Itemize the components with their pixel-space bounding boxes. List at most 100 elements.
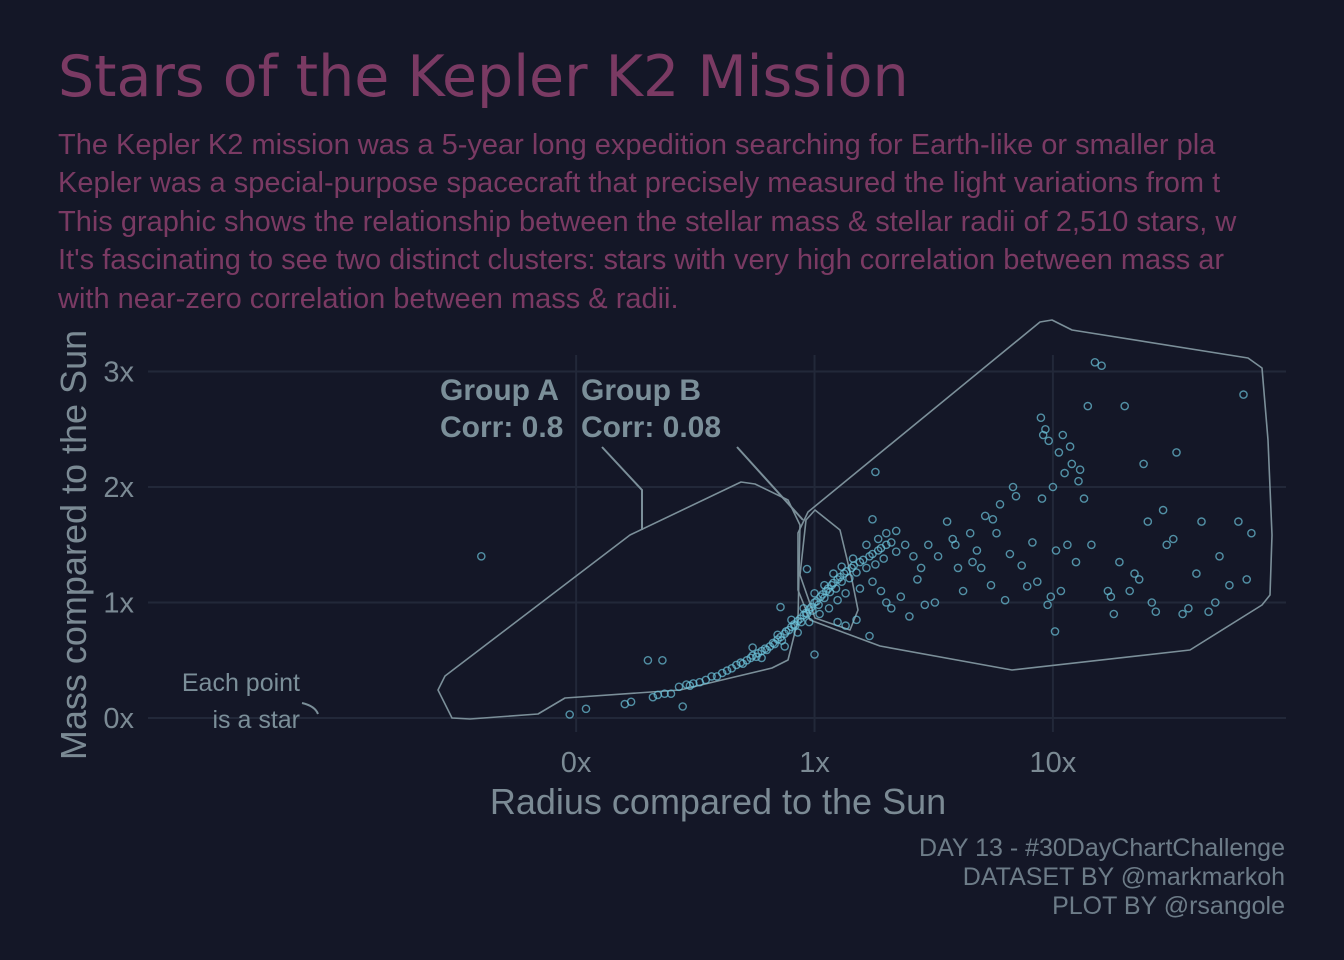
caption-line: PLOT BY @rsangole <box>1052 892 1285 920</box>
group-b-label: Group B <box>581 374 701 407</box>
star-point <box>868 515 877 524</box>
star-point <box>799 604 808 613</box>
star-point <box>891 526 901 536</box>
subtitle-line: Kepler was a special-purpose spacecraft … <box>58 167 1221 200</box>
star-point <box>905 612 914 621</box>
x-tick-label: 10x <box>1030 747 1077 779</box>
star-point <box>942 517 952 526</box>
star-point <box>909 552 918 561</box>
group-a-label: Group A <box>440 374 559 407</box>
star-point <box>1028 538 1037 547</box>
star-point <box>862 563 871 573</box>
star-point <box>900 540 910 550</box>
star-point <box>848 554 858 563</box>
x-axis-ticks: 0x 1x 10x <box>561 747 1077 779</box>
point-note-arrow <box>301 702 319 715</box>
star-point <box>780 642 790 651</box>
star-point <box>1178 609 1187 619</box>
star-point <box>1008 482 1018 492</box>
star-point <box>1036 413 1046 423</box>
star-point <box>748 651 757 660</box>
star-point <box>712 672 722 681</box>
star-point <box>1239 390 1248 399</box>
chart-subtitle: The Kepler K2 mission was a 5-year long … <box>58 126 1344 318</box>
star-point <box>707 672 716 681</box>
star-point <box>1204 607 1213 617</box>
star-point <box>871 560 880 569</box>
star-point <box>1106 592 1116 602</box>
star-point <box>879 554 889 563</box>
y-tick-label: 2x <box>103 472 134 504</box>
star-point <box>958 586 968 596</box>
star-point <box>887 538 896 547</box>
point-note-line2: is a star <box>212 706 300 734</box>
star-point <box>1005 549 1015 559</box>
star-point <box>810 589 819 598</box>
star-point <box>1000 595 1010 605</box>
star-point <box>1022 582 1032 591</box>
star-point <box>833 617 842 627</box>
star-point <box>980 511 990 521</box>
star-point <box>1054 448 1064 457</box>
star-point <box>1090 357 1100 367</box>
star-point <box>891 547 901 557</box>
star-point <box>833 595 842 605</box>
star-point <box>1079 494 1089 503</box>
star-point <box>951 540 960 550</box>
star-point <box>855 584 865 593</box>
group-b-hull <box>797 319 1273 671</box>
star-point <box>988 515 998 524</box>
star-point <box>757 653 766 663</box>
star-point <box>1234 517 1243 526</box>
star-point <box>814 600 823 610</box>
star-point <box>822 586 831 596</box>
star-point <box>882 528 891 538</box>
star-point <box>852 615 861 625</box>
star-point <box>972 546 982 555</box>
star-point <box>837 577 847 587</box>
star-point <box>1075 465 1085 475</box>
star-point <box>852 568 861 577</box>
star-point <box>871 467 880 477</box>
star-point <box>773 630 782 640</box>
y-tick-label: 1x <box>103 588 134 620</box>
y-tick-label: 3x <box>103 357 134 389</box>
star-point <box>1044 436 1053 446</box>
group-a-leader <box>601 446 643 530</box>
star-point <box>1060 468 1069 478</box>
star-point <box>873 534 883 544</box>
star-point <box>862 540 871 550</box>
star-point <box>829 569 838 578</box>
star-point <box>992 528 1001 538</box>
star-point <box>1038 430 1048 440</box>
star-point <box>748 643 757 652</box>
caption: DAY 13 - #30DayChartChallenge DATASET BY… <box>919 834 1285 921</box>
star-point <box>746 653 756 663</box>
star-point <box>876 586 886 596</box>
star-point <box>887 604 896 613</box>
star-point <box>1067 459 1077 469</box>
star-point <box>1192 569 1201 578</box>
star-point <box>476 552 486 561</box>
star-point <box>808 606 817 615</box>
star-point <box>1017 561 1027 570</box>
star-point <box>986 580 996 590</box>
x-axis-title: Radius compared to the Sun <box>490 781 946 822</box>
star-point <box>1134 575 1144 584</box>
star-point <box>1097 361 1106 371</box>
group-b-leader <box>736 446 804 521</box>
star-point <box>802 564 812 574</box>
star-point <box>760 644 770 654</box>
star-point <box>1083 401 1093 411</box>
star-point <box>933 552 943 561</box>
group-a-corr: Corr: 0.8 <box>440 411 563 444</box>
star-point <box>841 589 850 598</box>
subtitle-line: The Kepler K2 mission was a 5-year long … <box>58 129 1216 161</box>
star-point <box>1242 575 1251 584</box>
chart-title: Stars of the Kepler K2 Mission <box>58 44 909 110</box>
caption-line: DATASET BY @markmarkoh <box>962 863 1285 891</box>
star-point <box>1215 552 1224 561</box>
star-point <box>678 702 688 711</box>
star-point <box>1041 424 1050 434</box>
